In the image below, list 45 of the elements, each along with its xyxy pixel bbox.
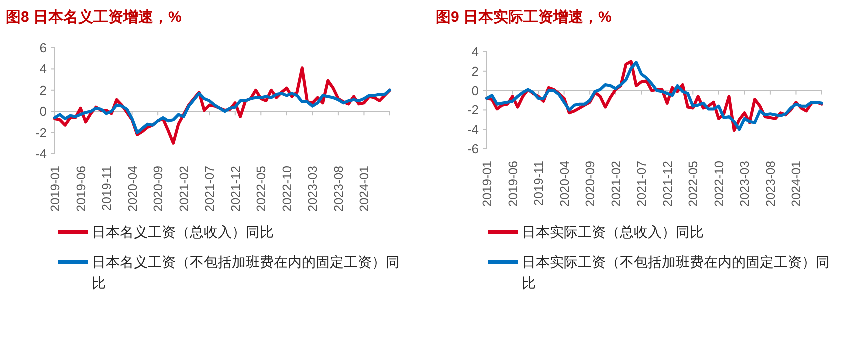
x-tick-label: 2020-04 [126,166,140,212]
x-tick-label: 2021-12 [660,160,675,207]
legend-label: 日本名义工资（不包括加班费在内的固定工资）同比 [92,254,400,291]
x-tick-label: 2021-02 [177,166,192,212]
y-tick-label: 0 [40,104,47,120]
chart-title: 图9 日本实际工资增速，% [436,8,612,26]
y-tick-label: 4 [40,62,47,77]
x-tick-label: 2021-12 [228,166,243,212]
y-tick-label: -4 [467,122,479,138]
x-tick-label: 2023-08 [764,160,778,207]
x-tick-label: 2019-01 [480,160,494,207]
y-tick-label: 0 [472,83,479,98]
x-tick-label: 2020-09 [584,160,598,207]
x-tick-label: 2022-05 [686,160,701,207]
x-tick-label: 2019-01 [48,166,62,212]
y-tick-label: -2 [467,102,479,118]
y-tick-label: 4 [472,44,479,60]
x-tick-label: 2019-11 [100,166,114,211]
x-tick-label: 2019-06 [74,166,88,212]
x-tick-label: 2020-04 [558,160,572,207]
x-tick-label: 2020-09 [152,166,166,212]
x-tick-label: 2019-11 [532,160,546,206]
x-tick-label: 2021-02 [609,160,624,207]
x-tick-label: 2024-01 [358,166,372,212]
x-tick-label: 2022-10 [280,166,294,212]
y-tick-label: -4 [35,146,47,162]
x-tick-label: 2022-10 [712,160,726,207]
chart-title: 图8 日本名义工资增速，% [6,8,182,26]
legend-label: 日本实际工资（不包括加班费在内的固定工资）同比 [522,254,830,291]
x-tick-label: 2021-07 [203,166,218,212]
line-series [54,88,392,134]
x-tick-label: 2023-08 [332,166,346,212]
y-tick-label: -6 [467,142,479,156]
y-tick-label: 2 [40,82,47,98]
x-tick-label: 2019-06 [506,160,520,207]
x-tick-label: 2021-07 [635,160,650,207]
x-tick-label: 2023-03 [738,160,752,207]
y-tick-label: 2 [472,64,479,79]
y-tick-label: 6 [40,40,47,56]
x-tick-label: 2022-05 [254,166,269,212]
legend-label: 日本实际工资（总收入）同比 [522,224,704,240]
x-tick-label: 2023-03 [306,166,320,212]
y-tick-label: -2 [35,125,47,140]
legend-label: 日本名义工资（总收入）同比 [92,224,274,240]
x-tick-label: 2024-01 [790,160,804,207]
